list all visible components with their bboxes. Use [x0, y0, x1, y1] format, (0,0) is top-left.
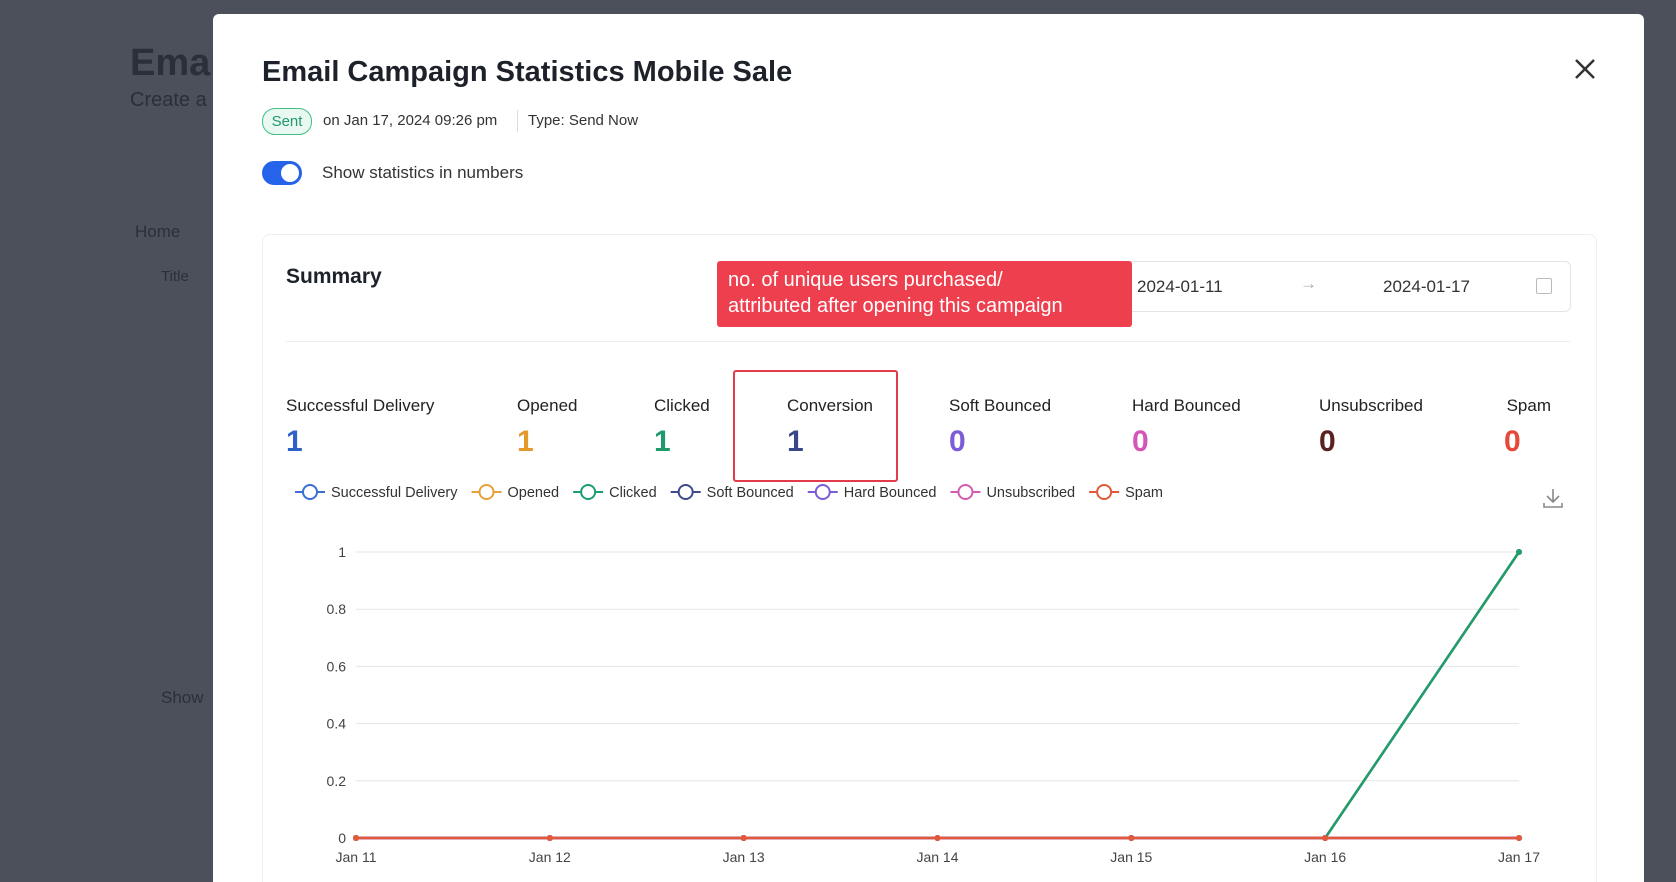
summary-title: Summary [286, 265, 382, 288]
legend-label: Spam [1125, 485, 1163, 501]
stat-label: Opened [517, 396, 578, 415]
stat-label: Hard Bounced [1132, 396, 1241, 415]
stat-value: 1 [787, 425, 804, 458]
stat-label: Spam [1506, 396, 1551, 415]
legend-swatch [814, 484, 831, 500]
stat-value: 0 [1319, 425, 1336, 458]
y-tick-label: 0.2 [327, 773, 347, 789]
divider [286, 341, 1570, 342]
legend-swatch [1096, 484, 1113, 500]
x-tick-label: Jan 11 [336, 849, 377, 865]
series-line [356, 551, 1521, 840]
data-point [1516, 835, 1522, 841]
stat-value: 0 [1504, 425, 1521, 458]
data-point [1128, 835, 1135, 841]
legend-swatch [478, 484, 495, 500]
modal-title: Email Campaign Statistics Mobile Sale [262, 56, 793, 88]
bg-subtitle: Create a [130, 89, 207, 111]
bg-footer: Show [161, 688, 204, 707]
download-icon[interactable] [1541, 486, 1565, 510]
sent-date: on Jan 17, 2024 09:26 pm [323, 112, 498, 129]
date-end: 2024-01-17 [1383, 277, 1470, 296]
y-tick-label: 0.6 [327, 658, 347, 674]
y-tick-label: 1 [338, 544, 346, 560]
legend-label: Clicked [609, 485, 657, 501]
stat-label: Clicked [654, 396, 710, 415]
y-tick-label: 0.4 [327, 716, 347, 732]
legend-swatch [580, 484, 597, 500]
series-line [356, 551, 1521, 840]
stat-value: 1 [517, 425, 534, 458]
bg-column: Title [161, 268, 189, 285]
status-badge: Sent [262, 108, 312, 135]
legend-swatch [957, 484, 974, 500]
data-point [353, 835, 359, 841]
send-type: Type: Send Now [528, 112, 639, 129]
series-line [356, 551, 1521, 840]
tooltip-line: attributed after opening this campaign [728, 295, 1063, 317]
stat-value: 0 [1132, 425, 1149, 458]
arrow-icon: → [1300, 274, 1317, 293]
legend-label: Unsubscribed [986, 485, 1075, 501]
data-point [1322, 835, 1329, 841]
stat-value: 1 [654, 425, 671, 458]
summary-card [262, 234, 1597, 882]
tooltip: no. of unique users purchased/ attribute… [717, 261, 1132, 327]
legend-swatch [302, 484, 318, 500]
stat-value: 1 [286, 425, 303, 458]
tooltip-line: no. of unique users purchased/ [728, 269, 1003, 291]
legend-label: Successful Delivery [331, 485, 458, 501]
x-tick-label: Jan 13 [723, 849, 765, 865]
stat-value: 0 [949, 425, 966, 458]
legend-label: Hard Bounced [844, 485, 937, 501]
x-tick-label: Jan 15 [1110, 849, 1152, 865]
x-tick-label: Jan 16 [1304, 849, 1346, 865]
data-point [1516, 549, 1522, 555]
legend-label: Soft Bounced [707, 485, 794, 501]
y-tick-label: 0 [338, 830, 346, 846]
x-tick-label: Jan 14 [916, 849, 958, 865]
legend-label: Opened [508, 485, 560, 501]
stat-label: Successful Delivery [286, 396, 435, 415]
divider [517, 110, 518, 132]
bg-breadcrumb: Home [135, 222, 181, 241]
close-button[interactable] [1572, 56, 1598, 82]
y-tick-label: 0.8 [327, 601, 347, 617]
toggle[interactable] [262, 161, 302, 185]
date-start: 2024-01-11 [1137, 277, 1223, 296]
x-tick-label: Jan 12 [529, 849, 571, 865]
stat-label: Conversion [787, 396, 873, 415]
data-point [546, 835, 553, 841]
x-tick-label: Jan 17 [1498, 849, 1540, 865]
stat-label: Soft Bounced [949, 396, 1052, 415]
calendar-icon[interactable] [1536, 278, 1552, 294]
highlight-box [733, 370, 898, 482]
toggle-label: Show statistics in numbers [322, 163, 524, 182]
legend-swatch [677, 484, 694, 500]
bg-title: Emai [130, 42, 221, 84]
stat-label: Unsubscribed [1319, 396, 1423, 415]
data-point [740, 835, 747, 841]
data-point [934, 835, 941, 841]
